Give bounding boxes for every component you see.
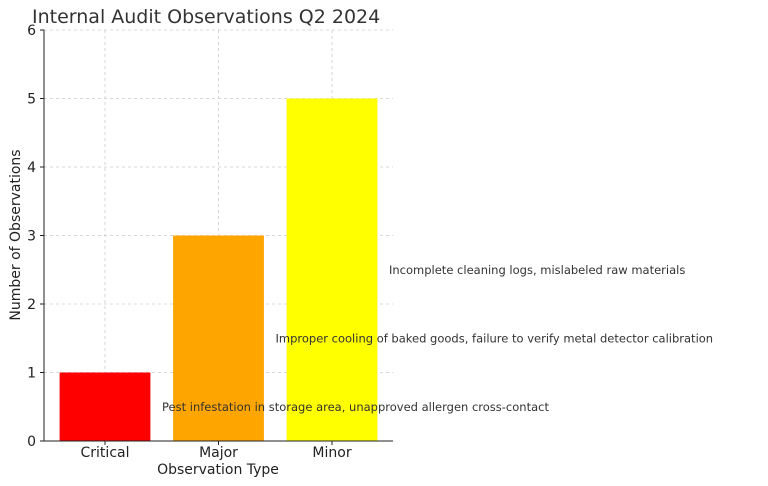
- bar-major: [173, 235, 264, 441]
- y-tick-label: 0: [27, 434, 36, 450]
- y-tick-label: 2: [27, 297, 36, 313]
- bars: [59, 98, 378, 441]
- x-axis-label: Observation Type: [157, 462, 279, 478]
- y-tick-label: 6: [27, 23, 36, 39]
- bar-critical: [59, 372, 151, 441]
- annotation-minor: Incomplete cleaning logs, mislabeled raw…: [389, 263, 685, 277]
- annotations: Pest infestation in storage area, unappr…: [162, 263, 713, 414]
- x-tick-label: Major: [199, 445, 238, 461]
- bar-minor: [286, 98, 378, 441]
- y-tick-label: 3: [27, 229, 36, 245]
- y-axis-label: Number of Observations: [8, 149, 24, 320]
- x-tick-label: Critical: [81, 445, 130, 461]
- chart-title: Internal Audit Observations Q2 2024: [32, 6, 380, 28]
- annotation-critical: Pest infestation in storage area, unappr…: [162, 400, 549, 414]
- y-tick-label: 5: [27, 92, 36, 108]
- x-tick-label: Minor: [312, 445, 351, 461]
- tick-labels: 0 1 2 3 4 5 6 Critical Major Minor: [27, 23, 352, 461]
- y-tick-label: 1: [27, 366, 36, 382]
- annotation-major: Improper cooling of baked goods, failure…: [276, 331, 714, 345]
- y-tick-label: 4: [27, 160, 36, 176]
